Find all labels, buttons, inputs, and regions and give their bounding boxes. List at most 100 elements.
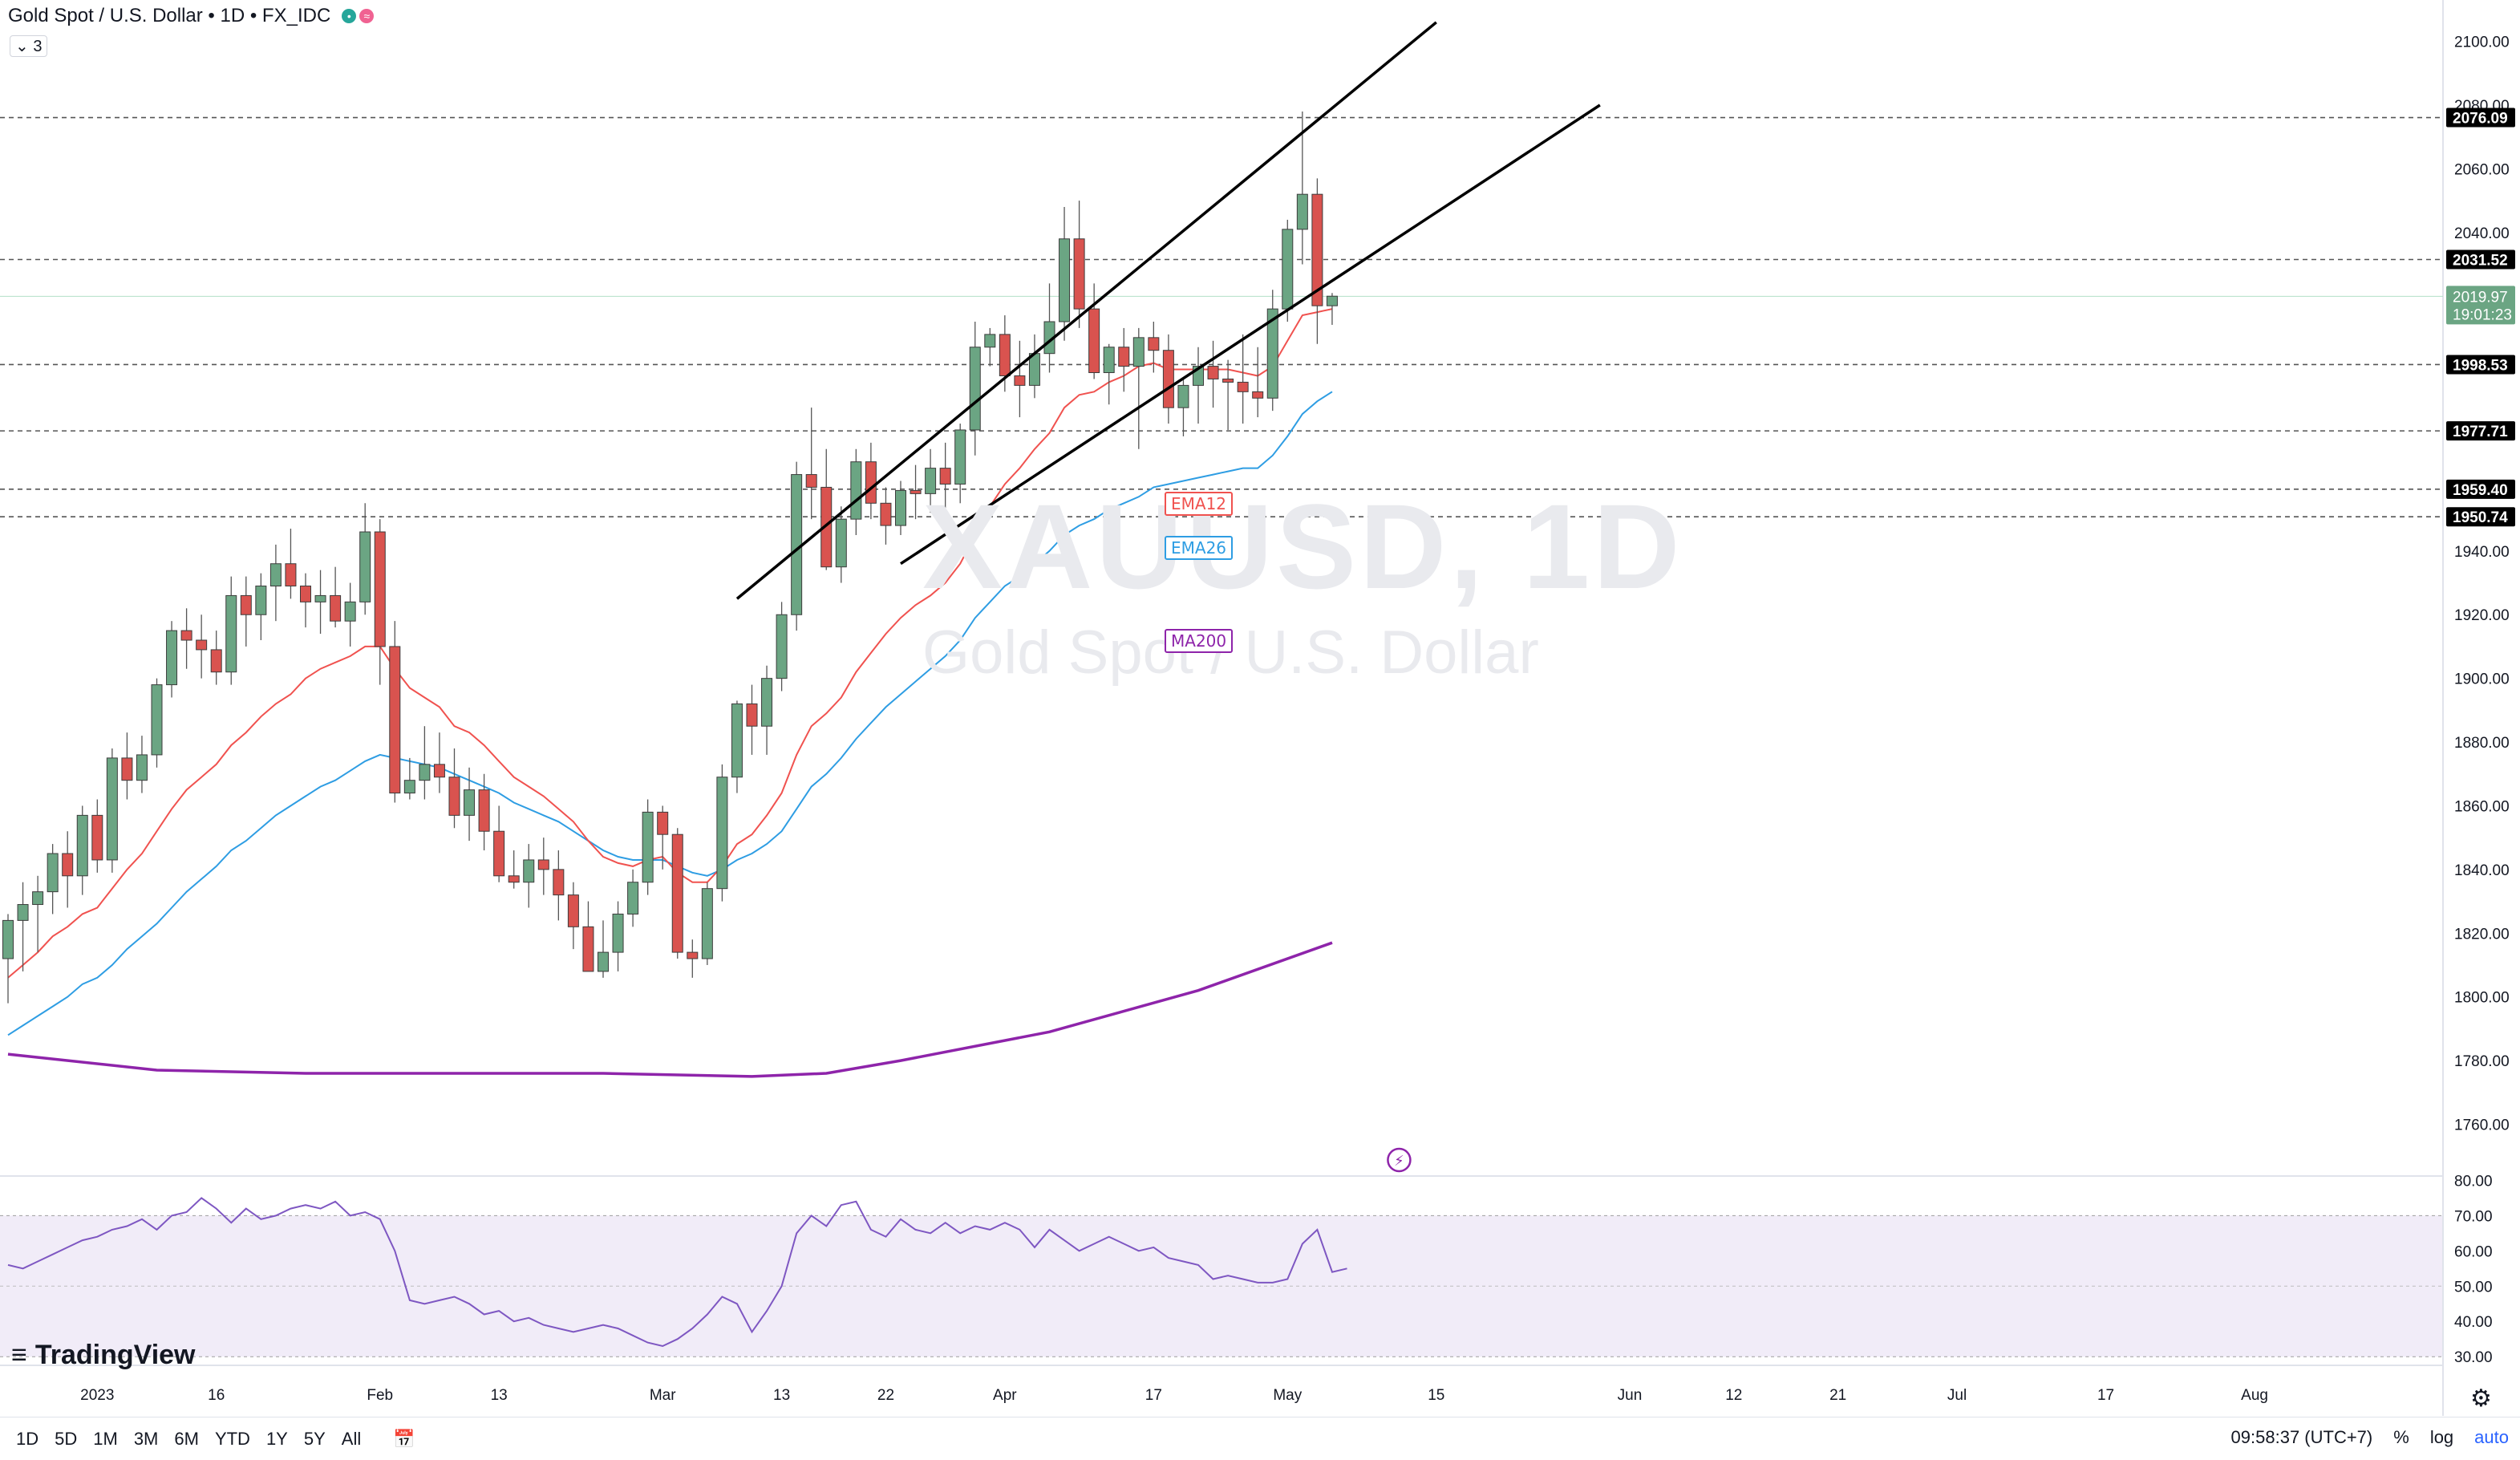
ma200-line: [7, 941, 1333, 1078]
candle-body: [1088, 308, 1100, 374]
ema26-label[interactable]: EMA26: [1165, 536, 1234, 560]
candle-body: [448, 777, 460, 816]
candle-body: [1326, 295, 1338, 306]
candle-body: [657, 811, 669, 835]
log-toggle[interactable]: log: [2429, 1427, 2454, 1447]
candle-body: [76, 814, 88, 877]
candle-body: [1103, 347, 1115, 374]
time-tick-label: 13: [491, 1387, 508, 1404]
range-1d[interactable]: 1D: [16, 1428, 39, 1449]
tradingview-logo[interactable]: ≡ TradingView: [11, 1340, 196, 1371]
price-tick-label: 2060.00: [2454, 161, 2510, 178]
candle-body: [820, 486, 833, 568]
candle-body: [954, 429, 966, 485]
candle-body: [2, 919, 14, 959]
candle-body: [255, 586, 267, 615]
candle-body: [1266, 308, 1278, 399]
symbol-title[interactable]: Gold Spot / U.S. Dollar • 1D • FX_IDC: [8, 5, 331, 26]
indicators-toggle[interactable]: ⌄ 3: [10, 35, 48, 57]
candle-body: [687, 951, 699, 959]
price-tick-label: 1760.00: [2454, 1117, 2510, 1134]
indicators-count: 3: [33, 38, 43, 55]
candle-body: [1073, 238, 1085, 310]
candle-body: [895, 489, 906, 526]
candle-body: [151, 684, 163, 756]
indicator-status[interactable]: • ≈: [342, 9, 375, 23]
auto-toggle[interactable]: auto: [2474, 1427, 2509, 1447]
level-price-label: 1959.40: [2453, 482, 2508, 499]
price-tick-label: 1860.00: [2454, 798, 2510, 815]
price-tick-label: 1800.00: [2454, 990, 2510, 1007]
candle-body: [121, 757, 133, 781]
candle-body: [627, 882, 639, 915]
ema12-label[interactable]: EMA12: [1165, 492, 1234, 516]
channel-lower-line: [900, 103, 1601, 566]
candle-body: [47, 853, 59, 893]
candle-body: [1148, 337, 1160, 351]
time-tick-label: 2023: [80, 1387, 114, 1404]
range-5d[interactable]: 5D: [55, 1428, 78, 1449]
range-1y[interactable]: 1Y: [265, 1428, 288, 1449]
price-tick-label: 1880.00: [2454, 735, 2510, 752]
level-price-box: [2446, 355, 2515, 375]
price-tick-label: 1940.00: [2454, 544, 2510, 561]
candle-body: [330, 594, 342, 622]
candle-body: [746, 703, 758, 727]
candle-body: [1059, 238, 1071, 322]
candle-body: [969, 347, 981, 431]
date-range-calendar-icon[interactable]: 📅: [393, 1428, 415, 1449]
range-1m[interactable]: 1M: [93, 1428, 118, 1449]
candle-body: [716, 777, 728, 890]
candle-body: [835, 518, 847, 568]
candle-body: [1207, 366, 1219, 379]
lightning-icon: [1387, 1147, 1412, 1173]
candle-body: [210, 649, 222, 673]
level-price-label: 1977.71: [2453, 424, 2508, 440]
level-price-label: 2031.52: [2453, 252, 2508, 269]
ma200-label[interactable]: MA200: [1165, 629, 1234, 653]
candle-body: [1237, 381, 1249, 392]
settings-gear-icon[interactable]: ⚙: [2470, 1385, 2492, 1412]
rsi-tick-label: 70.00: [2454, 1208, 2493, 1225]
candle-body: [1162, 350, 1174, 408]
candle-body: [1222, 378, 1234, 383]
status-dot-icon: •: [342, 9, 357, 23]
level-price-label: 1998.53: [2453, 357, 2508, 374]
range-3m[interactable]: 3M: [133, 1428, 159, 1449]
level-price-box: [2446, 421, 2515, 441]
range-6m[interactable]: 6M: [174, 1428, 199, 1449]
candle-body: [374, 531, 386, 647]
candle-body: [939, 468, 951, 485]
level-price-box: [2446, 107, 2515, 128]
candle-body: [791, 474, 803, 615]
price-tick-label: 1920.00: [2454, 607, 2510, 624]
candle-body: [880, 502, 892, 526]
time-tick-label: Aug: [2241, 1387, 2268, 1404]
candle-body: [359, 531, 371, 602]
candle-body: [419, 764, 431, 781]
symbol-watermark: XAUUSD, 1D: [922, 479, 1683, 614]
candle-body: [166, 630, 178, 686]
lightning-icon-glyph: ⚡: [1394, 1153, 1404, 1169]
candle-body: [910, 489, 922, 494]
candle-body: [642, 811, 654, 883]
candle-body: [32, 891, 44, 906]
candle-body: [1282, 229, 1294, 310]
price-tick-label: 1780.00: [2454, 1053, 2510, 1070]
candle-body: [433, 764, 445, 778]
clock-time[interactable]: 09:58:37 (UTC+7): [2230, 1427, 2373, 1447]
range-5y[interactable]: 5Y: [303, 1428, 326, 1449]
candle-body: [344, 601, 356, 622]
time-tick-label: Jul: [1947, 1387, 1967, 1404]
candle-body: [761, 678, 773, 727]
candle-body: [180, 630, 192, 641]
time-tick-label: 22: [877, 1387, 894, 1404]
percent-toggle[interactable]: %: [2393, 1427, 2409, 1447]
range-ytd[interactable]: YTD: [214, 1428, 250, 1449]
bottom-right-controls: 09:58:37 (UTC+7) % log auto: [2231, 1427, 2509, 1448]
range-all[interactable]: All: [341, 1428, 362, 1449]
candle-body: [984, 334, 996, 348]
level-price-label: 2076.09: [2453, 111, 2508, 128]
ema26-line: [7, 391, 1333, 1036]
